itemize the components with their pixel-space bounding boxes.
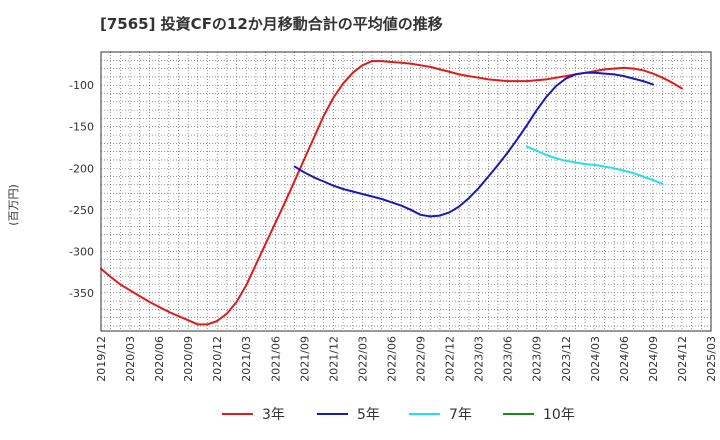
- x-tick-label: 2020/12: [211, 336, 224, 382]
- y-tick-label: -350: [69, 287, 94, 300]
- legend: 3年 5年 7年 10年: [222, 407, 575, 423]
- x-tick-label: 2022/09: [415, 336, 428, 382]
- x-tick-label: 2021/06: [269, 336, 282, 382]
- x-tick-label: 2022/03: [356, 336, 369, 382]
- legend-label: 10年: [543, 407, 575, 423]
- x-tick-label: 2023/09: [531, 336, 544, 382]
- chart-title: [7565] 投資CFの12か月移動合計の平均値の推移: [100, 15, 443, 33]
- x-tick-label: 2021/03: [240, 336, 253, 382]
- plot-frame: [100, 51, 712, 332]
- y-tick-label: -100: [69, 79, 94, 92]
- series-lines: [100, 60, 683, 326]
- legend-label: 3年: [262, 407, 285, 423]
- series-line: [293, 71, 654, 218]
- x-tick-label: 2019/12: [95, 336, 108, 382]
- x-tick-label: 2021/12: [327, 336, 340, 382]
- grid: [100, 51, 712, 331]
- x-tick-label: 2022/12: [444, 336, 457, 382]
- y-tick-label: -150: [69, 121, 94, 134]
- x-tick-label: 2022/06: [385, 336, 398, 382]
- x-tick-label: 2024/09: [647, 336, 660, 382]
- x-axis-ticks: 2019/12 2020/03 2020/06 2020/09 2020/12 2021/…: [95, 336, 718, 382]
- legend-label: 5年: [357, 407, 380, 423]
- x-tick-label: 2024/06: [618, 336, 631, 382]
- x-tick-label: 2023/03: [473, 336, 486, 382]
- y-tick-label: -250: [69, 204, 94, 217]
- series-line: [526, 145, 664, 185]
- x-tick-label: 2020/06: [153, 336, 166, 382]
- x-tick-label: 2024/12: [676, 336, 689, 382]
- y-axis-ticks: -100 -150 -200 -250 -300 -350: [69, 79, 94, 300]
- legend-label: 7年: [449, 407, 472, 423]
- x-tick-label: 2020/03: [124, 336, 137, 382]
- x-tick-label: 2025/03: [705, 336, 718, 382]
- x-tick-label: 2021/09: [298, 336, 311, 382]
- y-tick-label: -200: [69, 162, 94, 175]
- x-tick-label: 2024/03: [589, 336, 602, 382]
- x-tick-label: 2023/06: [502, 336, 515, 382]
- x-tick-label: 2020/09: [182, 336, 195, 382]
- y-tick-label: -300: [69, 245, 94, 258]
- y-axis-label: (百万円): [7, 184, 20, 226]
- x-tick-label: 2023/12: [560, 336, 573, 382]
